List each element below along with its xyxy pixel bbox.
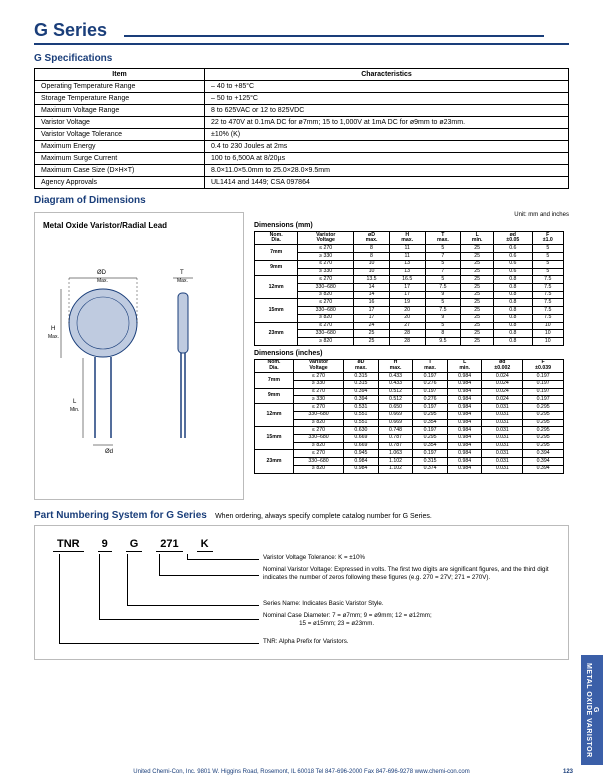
- label-l: L: [73, 399, 77, 405]
- spec-row: Varistor Voltage22 to 470V at 0.1mA DC f…: [35, 117, 569, 129]
- dim-row: 330–6800.5510.6690.2950.9840.0310.295: [255, 411, 564, 419]
- label-l-min: Min.: [70, 407, 79, 413]
- label-t: T: [180, 270, 184, 276]
- spec-row: Varistor Voltage Tolerance±10% (K): [35, 129, 569, 141]
- label-t-max: Max.: [177, 278, 188, 284]
- spec-row: Maximum Case Size (D×H×T)8.0×11.0×5.0mm …: [35, 165, 569, 177]
- dim-row: 9mm≤ 27010135250.65: [255, 260, 564, 268]
- spec-row: Agency ApprovalsUL1414 and 1449; CSA 097…: [35, 177, 569, 189]
- pn-desc-1: Nominal Varistor Voltage: Expressed in v…: [263, 566, 553, 582]
- pn-code-0: TNR: [53, 538, 84, 552]
- dim-row: ≥ 3300.3150.4330.2760.9840.0240.197: [255, 380, 564, 388]
- label-h: H: [51, 326, 55, 332]
- label-od-max: Max.: [97, 278, 108, 284]
- label-h-max: Max.: [48, 334, 59, 340]
- spec-row: Maximum Voltage Range8 to 625VAC or 12 t…: [35, 105, 569, 117]
- diag-heading: Diagram of Dimensions: [34, 195, 569, 206]
- sidebar-line1: G: [592, 707, 599, 713]
- spec-row: Maximum Energy0.4 to 230 Joules at 2ms: [35, 141, 569, 153]
- dim-row: ≥ 8200.9841.1020.3740.9840.0310.394: [255, 465, 564, 473]
- dim-row: 330–68014177.5250.87.5: [255, 284, 564, 292]
- pn-subheading: When ordering, always specify complete c…: [215, 513, 432, 520]
- pn-code-3: 271: [156, 538, 182, 552]
- dim-in-title: Dimensions (inches): [254, 350, 569, 357]
- spec-heading: G Specifications: [34, 53, 569, 64]
- dim-row: ≥ 3308117250.65: [255, 253, 564, 261]
- label-sd: Ød: [105, 449, 113, 455]
- dim-row: ≥ 8200.5510.6690.3540.9840.0310.295: [255, 419, 564, 427]
- page-number: 123: [563, 769, 573, 775]
- spec-row: Operating Temperature Range– 40 to +85°C: [35, 81, 569, 93]
- pn-code-2: G: [126, 538, 143, 552]
- diagram-title: Metal Oxide Varistor/Radial Lead: [43, 221, 235, 230]
- unit-note: Unit: mm and inches: [254, 212, 569, 218]
- spec-table: Item Characteristics Operating Temperatu…: [34, 68, 569, 189]
- pn-code-4: K: [197, 538, 213, 552]
- dim-mm-title: Dimensions (mm): [254, 222, 569, 229]
- spec-th-item: Item: [35, 69, 205, 81]
- sidebar-tab: G METAL OXIDE VARISTOR: [581, 655, 603, 765]
- footer-text: United Chemi-Con, Inc. 9801 W. Higgins R…: [133, 769, 470, 775]
- dim-row: 23mm≤ 2700.9451.0630.1970.9840.0310.394: [255, 450, 564, 458]
- pn-desc-2: Series Name: Indicates Basic Varistor St…: [263, 600, 384, 608]
- dim-row: 330–68017207.5250.87.5: [255, 307, 564, 315]
- diagram-box: Metal Oxide Varistor/Radial Lead ØD Max.…: [34, 212, 244, 500]
- dim-row: 15mm≤ 27016195250.87.5: [255, 299, 564, 307]
- dim-row: 23mm≤ 27024275250.810: [255, 322, 564, 330]
- dim-row: 330–6800.9841.1020.3150.9840.0310.394: [255, 458, 564, 466]
- dim-row: ≥ 33010137250.65: [255, 268, 564, 276]
- dim-row: 15mm≤ 2700.6300.7480.1970.9840.0310.295: [255, 427, 564, 435]
- dim-row: 330–6800.6690.7870.2950.9840.0310.295: [255, 434, 564, 442]
- pn-desc-0: Varistor Voltage Tolerance: K = ±10%: [263, 554, 365, 562]
- dim-row: ≥ 82025289.5250.810: [255, 338, 564, 346]
- dim-row: ≥ 8200.6690.7870.3540.9840.0310.295: [255, 442, 564, 450]
- dim-row: 9mm≤ 2700.3940.5120.1970.9840.0240.197: [255, 388, 564, 396]
- dim-row: 7mm≤ 2708115250.65: [255, 245, 564, 253]
- spec-row: Storage Temperature Range– 50 to +125°C: [35, 93, 569, 105]
- pn-desc-3: Nominal Case Diameter: 7 = ø7mm; 9 = ø9m…: [263, 612, 432, 628]
- dim-mm-table: Nom. Dia.Varistor VoltageøD max.H max.T …: [254, 231, 564, 346]
- page-title: G Series: [34, 20, 569, 45]
- footer: United Chemi-Con, Inc. 9801 W. Higgins R…: [0, 769, 603, 775]
- dim-row: 330–68025288250.810: [255, 330, 564, 338]
- pn-block: TNR 9 G 271 K Varistor Voltage Tolerance…: [34, 525, 569, 660]
- sidebar-line2: METAL OXIDE VARISTOR: [585, 663, 592, 758]
- dim-row: 12mm≤ 2700.5310.6500.1970.9840.0310.295: [255, 404, 564, 412]
- dim-row: ≥ 82017209250.87.5: [255, 314, 564, 322]
- varistor-drawing: ØD Max. T Max. H Max. L Min. Ød: [43, 238, 233, 478]
- pn-heading: Part Numbering System for G Series: [34, 510, 207, 521]
- spec-row: Maximum Surge Current100 to 6,500A at 8/…: [35, 153, 569, 165]
- pn-code-1: 9: [98, 538, 112, 552]
- label-od: ØD: [97, 270, 107, 276]
- dim-in-table: Nom. Dia.Varistor VoltageøD max.H max.T …: [254, 359, 564, 474]
- pn-desc-4: TNR: Alpha Prefix for Varistors.: [263, 638, 349, 646]
- dim-row: ≥ 3300.3940.5120.2760.9840.0240.197: [255, 396, 564, 404]
- dim-row: ≥ 82014179250.87.5: [255, 291, 564, 299]
- dim-row: 12mm≤ 27013.516.55250.87.5: [255, 276, 564, 284]
- dim-row: 7mm≤ 2700.3150.4330.1970.9840.0240.197: [255, 373, 564, 381]
- spec-th-char: Characteristics: [205, 69, 569, 81]
